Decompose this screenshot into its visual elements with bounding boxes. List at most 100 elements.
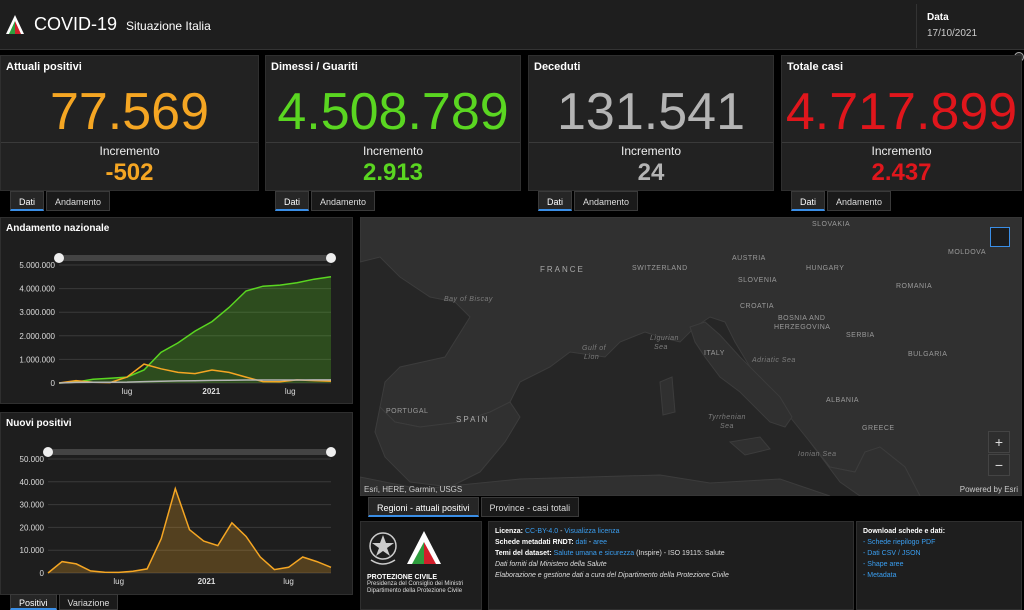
schede-dati-link[interactable]: dati <box>575 539 587 546</box>
tab-andamento[interactable]: Andamento <box>574 191 639 211</box>
tab-dati[interactable]: Dati <box>791 191 826 211</box>
nuovi-positivi-panel: Nuovi positivi 50.000 40.000 30.000 20.000 1… <box>0 412 353 595</box>
download-metadata-link[interactable]: - Metadata <box>863 572 897 579</box>
map-label: SPAIN <box>456 415 490 424</box>
y-tick-label: 3.000.000 <box>19 308 55 317</box>
y-tick-label: 50.000 <box>20 455 45 464</box>
y-tick-label: 30.000 <box>20 501 45 510</box>
chart-scrollbar <box>48 449 331 455</box>
card-tabs-totale: Dati Andamento <box>791 191 893 211</box>
tab-regioni[interactable]: Regioni - attuali positivi <box>368 497 479 517</box>
info-logos-panel: PROTEZIONE CIVILE Presidenza del Consigl… <box>360 521 482 610</box>
andamento-nazionale-chart: 5.000.000 4.000.000 3.000.000 2.000.000 1.00… <box>19 253 336 396</box>
tab-andamento[interactable]: Andamento <box>311 191 376 211</box>
tab-andamento[interactable]: Andamento <box>46 191 111 211</box>
card-increment-label: Incremento <box>871 144 932 158</box>
card-increment-label: Incremento <box>620 144 682 158</box>
map-label: SERBIA <box>846 332 875 339</box>
scroll-handle-right <box>326 253 336 263</box>
tab-andamento[interactable]: Andamento <box>827 191 892 211</box>
temi-link[interactable]: Salute umana e sicurezza <box>553 550 635 557</box>
card-increment-label: Incremento <box>362 144 424 158</box>
map-label: Sea <box>654 344 668 351</box>
map-label: Tyrrhenian <box>708 414 746 421</box>
tab-dati[interactable]: Dati <box>10 191 45 211</box>
y-tick-label: 0 <box>40 569 45 578</box>
scroll-handle-right <box>326 447 336 457</box>
app-title: COVID-19 Situazione Italia <box>34 14 211 35</box>
pc-title: PROTEZIONE CIVILE <box>367 574 438 581</box>
legend-list-icon[interactable] <box>990 227 1010 247</box>
card-title: Deceduti <box>534 61 581 73</box>
card-title: Totale casi <box>787 61 844 73</box>
date-box: Data 17/10/2021 <box>916 4 1024 48</box>
series-line <box>58 379 331 384</box>
fonte-line: Dati forniti dal Ministero della Salute <box>495 561 607 568</box>
date-value: 17/10/2021 <box>927 28 978 39</box>
tab-positivi[interactable]: Positivi <box>10 594 57 610</box>
andamento-nazionale-panel: Andamento nazionale 5.000.000 4.000.000 3.… <box>0 217 353 404</box>
card-divider <box>1 142 258 143</box>
card-increment-value: -502 <box>105 159 154 186</box>
schede-line: Schede metadati RNDT: dati - aree <box>495 537 847 548</box>
panel-title: Andamento nazionale <box>6 223 110 234</box>
tab-dati[interactable]: Dati <box>275 191 310 211</box>
map-label: Adriatic Sea <box>752 357 796 364</box>
map-label: ROMANIA <box>896 283 933 290</box>
map-land <box>360 217 1022 496</box>
card-divider <box>782 142 1021 143</box>
tab-province[interactable]: Province - casi totali <box>480 497 580 517</box>
map-label: Ligurian <box>650 335 679 342</box>
card-value: 77.569 <box>49 83 210 141</box>
info-metadata-panel: Licenza: CC-BY-4.0 - Visualizza licenza … <box>488 521 854 610</box>
licenza-line: Licenza: CC-BY-4.0 - Visualizza licenza <box>495 526 847 537</box>
nuovi-tabs: Positivi Variazione <box>10 594 120 610</box>
download-csv-link[interactable]: - Dati CSV / JSON <box>863 550 921 557</box>
zoom-out-button[interactable]: − <box>988 454 1010 476</box>
chart-scrollbar <box>59 255 331 261</box>
licenza-label: Licenza: <box>495 528 524 535</box>
map-label: HUNGARY <box>806 265 845 272</box>
x-tick-label: lug <box>113 577 124 586</box>
visualizza-licenza-link[interactable]: Visualizza licenza <box>564 528 620 535</box>
card-attuali-positivi: Attuali positivi 77.569 Incremento -502 <box>0 55 259 191</box>
card-increment-label: Incremento <box>99 144 160 158</box>
download-pdf-link[interactable]: - Schede riepilogo PDF <box>863 539 936 546</box>
map-label: CROATIA <box>740 303 775 310</box>
app-header: COVID-19 Situazione Italia Data 17/10/20… <box>0 0 1024 50</box>
series-area <box>48 488 331 573</box>
map-label: Gulf of <box>582 345 607 352</box>
protezione-civile-logo-icon <box>6 15 24 34</box>
scroll-handle-left <box>54 253 64 263</box>
card-divider <box>266 142 520 143</box>
app-title-subtitle: Situazione Italia <box>126 19 211 33</box>
series-line <box>47 486 332 574</box>
card-deceduti: Deceduti 131.541 Incremento 24 <box>528 55 774 191</box>
protezione-civile-label: PROTEZIONE CIVILE Presidenza del Consigl… <box>367 574 477 595</box>
map-label: Sea <box>720 423 734 430</box>
tab-variazione[interactable]: Variazione <box>58 594 119 610</box>
y-tick-label: 0 <box>51 379 56 388</box>
nuovi-positivi-chart: 50.000 40.000 30.000 20.000 10.000 0 lug 2021 lu… <box>20 447 336 586</box>
download-shape-link[interactable]: - Shape aree <box>863 561 904 568</box>
map-label: SLOVENIA <box>738 277 778 284</box>
card-title: Dimessi / Guariti <box>271 61 358 73</box>
tab-dati[interactable]: Dati <box>538 191 573 211</box>
licenza-sep: - <box>558 528 565 535</box>
card-dimessi-guariti: Dimessi / Guariti 4.508.789 Incremento 2… <box>265 55 521 191</box>
licenza-link[interactable]: CC-BY-4.0 <box>524 528 559 535</box>
map-tabs: Regioni - attuali positivi Province - ca… <box>368 497 581 517</box>
zoom-in-button[interactable]: + <box>988 431 1010 453</box>
x-tick-label: lug <box>285 387 296 396</box>
schede-label: Schede metadati RNDT: <box>495 539 574 546</box>
map-label: Ionian Sea <box>798 451 837 458</box>
map-attribution: Esri, HERE, Garmin, USGS <box>364 485 463 494</box>
map-view[interactable]: FRANCE SWITZERLAND AUSTRIA SLOVAKIA HUNG… <box>360 217 1022 496</box>
card-value: 4.717.899 <box>785 83 1018 141</box>
map-powered-by[interactable]: Powered by Esri <box>959 485 1018 494</box>
y-tick-label: 5.000.000 <box>19 261 55 270</box>
card-value: 4.508.789 <box>277 83 509 141</box>
panel-title: Nuovi positivi <box>6 418 72 429</box>
series-area <box>59 276 331 383</box>
schede-aree-link[interactable]: aree <box>593 539 608 546</box>
